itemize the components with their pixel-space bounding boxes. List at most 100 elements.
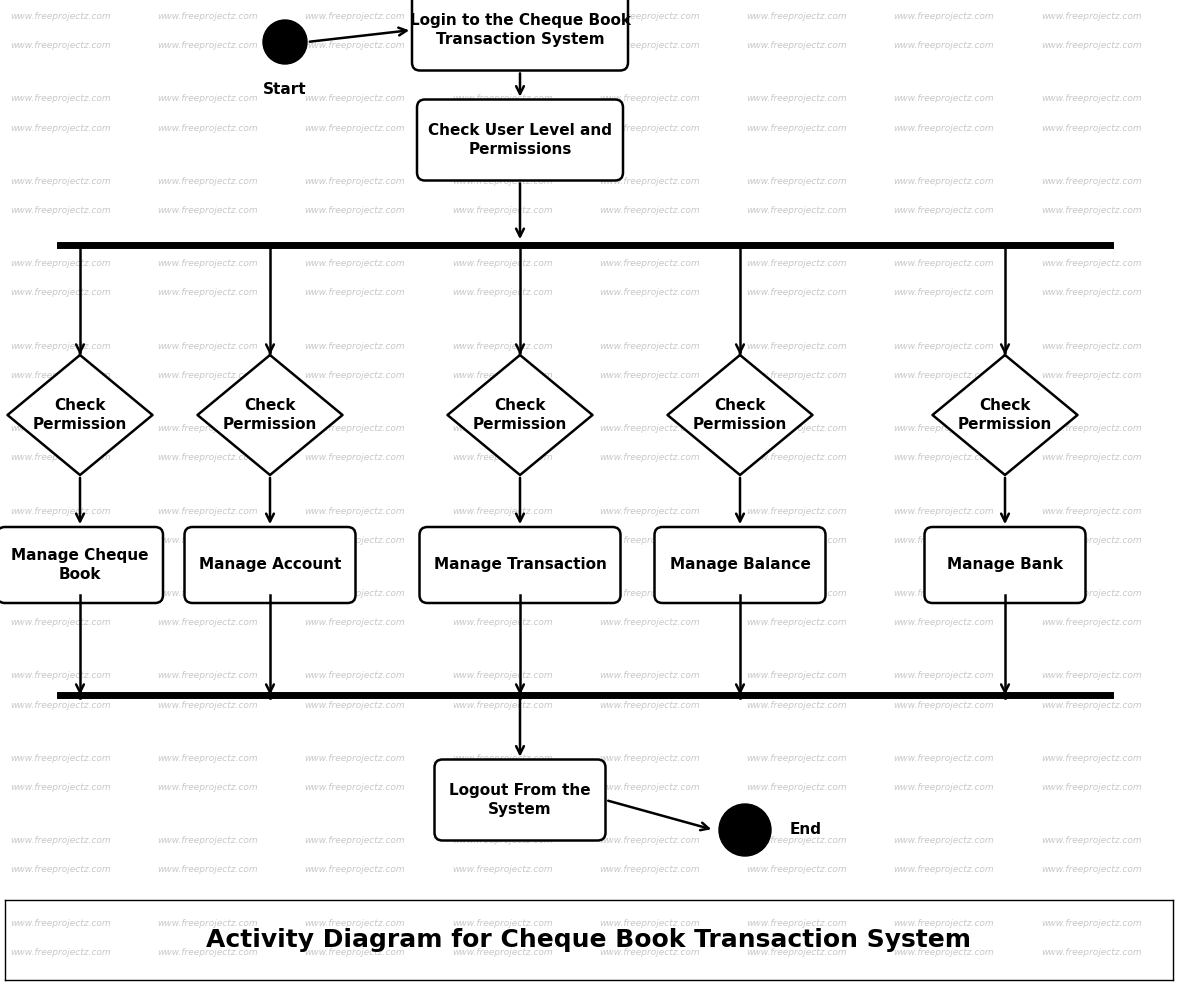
- Text: www.freeprojectz.com: www.freeprojectz.com: [9, 371, 111, 380]
- Text: www.freeprojectz.com: www.freeprojectz.com: [893, 124, 994, 133]
- Text: www.freeprojectz.com: www.freeprojectz.com: [451, 836, 552, 846]
- Text: www.freeprojectz.com: www.freeprojectz.com: [893, 94, 994, 104]
- Text: www.freeprojectz.com: www.freeprojectz.com: [746, 424, 847, 433]
- Text: www.freeprojectz.com: www.freeprojectz.com: [598, 506, 700, 515]
- Text: www.freeprojectz.com: www.freeprojectz.com: [598, 177, 700, 186]
- Text: www.freeprojectz.com: www.freeprojectz.com: [157, 506, 258, 515]
- Text: www.freeprojectz.com: www.freeprojectz.com: [304, 700, 405, 709]
- FancyBboxPatch shape: [419, 527, 621, 603]
- Text: www.freeprojectz.com: www.freeprojectz.com: [451, 124, 552, 133]
- Text: www.freeprojectz.com: www.freeprojectz.com: [157, 94, 258, 104]
- Text: www.freeprojectz.com: www.freeprojectz.com: [1040, 754, 1141, 763]
- Text: www.freeprojectz.com: www.freeprojectz.com: [9, 506, 111, 515]
- Text: www.freeprojectz.com: www.freeprojectz.com: [598, 12, 700, 21]
- Text: www.freeprojectz.com: www.freeprojectz.com: [9, 783, 111, 792]
- Text: www.freeprojectz.com: www.freeprojectz.com: [451, 42, 552, 50]
- Text: www.freeprojectz.com: www.freeprojectz.com: [157, 124, 258, 133]
- Text: www.freeprojectz.com: www.freeprojectz.com: [451, 754, 552, 763]
- Text: www.freeprojectz.com: www.freeprojectz.com: [9, 836, 111, 846]
- Text: www.freeprojectz.com: www.freeprojectz.com: [598, 536, 700, 545]
- Polygon shape: [448, 355, 593, 475]
- Text: Check
Permission: Check Permission: [693, 398, 787, 432]
- Text: www.freeprojectz.com: www.freeprojectz.com: [451, 94, 552, 104]
- Text: www.freeprojectz.com: www.freeprojectz.com: [304, 94, 405, 104]
- Text: www.freeprojectz.com: www.freeprojectz.com: [598, 919, 700, 928]
- Text: www.freeprojectz.com: www.freeprojectz.com: [893, 289, 994, 298]
- Text: www.freeprojectz.com: www.freeprojectz.com: [1040, 672, 1141, 680]
- Text: www.freeprojectz.com: www.freeprojectz.com: [451, 206, 552, 215]
- Text: www.freeprojectz.com: www.freeprojectz.com: [1040, 371, 1141, 380]
- Text: www.freeprojectz.com: www.freeprojectz.com: [9, 206, 111, 215]
- Text: www.freeprojectz.com: www.freeprojectz.com: [1040, 259, 1141, 268]
- Text: www.freeprojectz.com: www.freeprojectz.com: [1040, 783, 1141, 792]
- Text: www.freeprojectz.com: www.freeprojectz.com: [157, 12, 258, 21]
- Text: www.freeprojectz.com: www.freeprojectz.com: [1040, 588, 1141, 598]
- Text: www.freeprojectz.com: www.freeprojectz.com: [157, 865, 258, 874]
- Text: www.freeprojectz.com: www.freeprojectz.com: [746, 12, 847, 21]
- Text: www.freeprojectz.com: www.freeprojectz.com: [9, 424, 111, 433]
- Text: www.freeprojectz.com: www.freeprojectz.com: [9, 588, 111, 598]
- Text: www.freeprojectz.com: www.freeprojectz.com: [451, 947, 552, 956]
- Text: www.freeprojectz.com: www.freeprojectz.com: [304, 453, 405, 462]
- Text: www.freeprojectz.com: www.freeprojectz.com: [9, 42, 111, 50]
- Text: www.freeprojectz.com: www.freeprojectz.com: [157, 919, 258, 928]
- Polygon shape: [933, 355, 1078, 475]
- Text: www.freeprojectz.com: www.freeprojectz.com: [746, 754, 847, 763]
- Text: www.freeprojectz.com: www.freeprojectz.com: [893, 836, 994, 846]
- Text: www.freeprojectz.com: www.freeprojectz.com: [9, 865, 111, 874]
- Text: www.freeprojectz.com: www.freeprojectz.com: [893, 672, 994, 680]
- Text: www.freeprojectz.com: www.freeprojectz.com: [746, 836, 847, 846]
- Text: www.freeprojectz.com: www.freeprojectz.com: [157, 289, 258, 298]
- Text: www.freeprojectz.com: www.freeprojectz.com: [893, 618, 994, 627]
- Text: www.freeprojectz.com: www.freeprojectz.com: [893, 506, 994, 515]
- Text: www.freeprojectz.com: www.freeprojectz.com: [1040, 453, 1141, 462]
- Text: www.freeprojectz.com: www.freeprojectz.com: [9, 672, 111, 680]
- Text: www.freeprojectz.com: www.freeprojectz.com: [304, 506, 405, 515]
- Text: www.freeprojectz.com: www.freeprojectz.com: [304, 371, 405, 380]
- FancyBboxPatch shape: [925, 527, 1085, 603]
- Text: www.freeprojectz.com: www.freeprojectz.com: [304, 259, 405, 268]
- Text: www.freeprojectz.com: www.freeprojectz.com: [1040, 206, 1141, 215]
- Text: www.freeprojectz.com: www.freeprojectz.com: [598, 259, 700, 268]
- Text: www.freeprojectz.com: www.freeprojectz.com: [1040, 289, 1141, 298]
- Text: www.freeprojectz.com: www.freeprojectz.com: [598, 124, 700, 133]
- Text: www.freeprojectz.com: www.freeprojectz.com: [157, 754, 258, 763]
- Text: Check
Permission: Check Permission: [958, 398, 1052, 432]
- Text: www.freeprojectz.com: www.freeprojectz.com: [9, 754, 111, 763]
- Text: www.freeprojectz.com: www.freeprojectz.com: [1040, 865, 1141, 874]
- Text: www.freeprojectz.com: www.freeprojectz.com: [157, 783, 258, 792]
- Text: www.freeprojectz.com: www.freeprojectz.com: [893, 783, 994, 792]
- Text: www.freeprojectz.com: www.freeprojectz.com: [304, 947, 405, 956]
- Text: Check
Permission: Check Permission: [223, 398, 317, 432]
- Text: www.freeprojectz.com: www.freeprojectz.com: [157, 453, 258, 462]
- FancyBboxPatch shape: [417, 100, 623, 181]
- Text: www.freeprojectz.com: www.freeprojectz.com: [746, 506, 847, 515]
- Text: www.freeprojectz.com: www.freeprojectz.com: [451, 672, 552, 680]
- Text: www.freeprojectz.com: www.freeprojectz.com: [451, 506, 552, 515]
- Text: www.freeprojectz.com: www.freeprojectz.com: [746, 536, 847, 545]
- Text: www.freeprojectz.com: www.freeprojectz.com: [9, 919, 111, 928]
- Text: www.freeprojectz.com: www.freeprojectz.com: [893, 42, 994, 50]
- Text: www.freeprojectz.com: www.freeprojectz.com: [746, 206, 847, 215]
- Text: www.freeprojectz.com: www.freeprojectz.com: [9, 453, 111, 462]
- Text: www.freeprojectz.com: www.freeprojectz.com: [746, 94, 847, 104]
- Text: www.freeprojectz.com: www.freeprojectz.com: [893, 865, 994, 874]
- Text: www.freeprojectz.com: www.freeprojectz.com: [893, 700, 994, 709]
- Text: www.freeprojectz.com: www.freeprojectz.com: [746, 124, 847, 133]
- Text: www.freeprojectz.com: www.freeprojectz.com: [9, 177, 111, 186]
- Text: www.freeprojectz.com: www.freeprojectz.com: [451, 618, 552, 627]
- Text: www.freeprojectz.com: www.freeprojectz.com: [304, 177, 405, 186]
- Text: www.freeprojectz.com: www.freeprojectz.com: [9, 536, 111, 545]
- Text: Manage Transaction: Manage Transaction: [434, 558, 607, 573]
- Text: www.freeprojectz.com: www.freeprojectz.com: [1040, 42, 1141, 50]
- Text: www.freeprojectz.com: www.freeprojectz.com: [746, 618, 847, 627]
- Text: www.freeprojectz.com: www.freeprojectz.com: [598, 371, 700, 380]
- Text: www.freeprojectz.com: www.freeprojectz.com: [598, 424, 700, 433]
- Text: www.freeprojectz.com: www.freeprojectz.com: [1040, 700, 1141, 709]
- Text: www.freeprojectz.com: www.freeprojectz.com: [746, 865, 847, 874]
- Text: www.freeprojectz.com: www.freeprojectz.com: [157, 588, 258, 598]
- Text: www.freeprojectz.com: www.freeprojectz.com: [451, 12, 552, 21]
- Text: www.freeprojectz.com: www.freeprojectz.com: [1040, 124, 1141, 133]
- Text: Login to the Cheque Book
Transaction System: Login to the Cheque Book Transaction Sys…: [410, 13, 630, 47]
- Text: www.freeprojectz.com: www.freeprojectz.com: [304, 672, 405, 680]
